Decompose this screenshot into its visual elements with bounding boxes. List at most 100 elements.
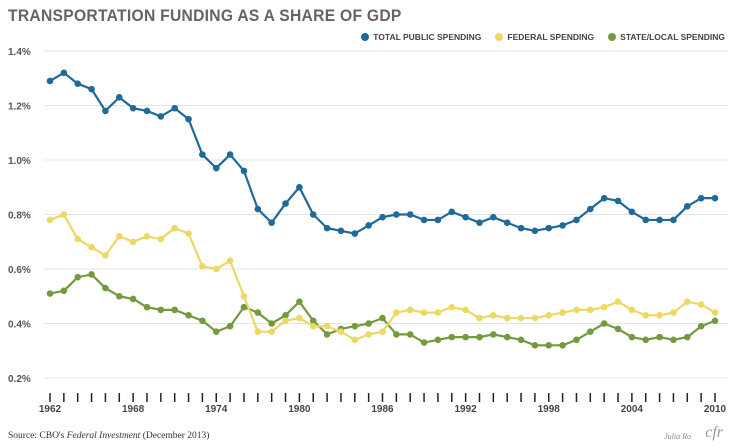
data-point <box>587 205 594 213</box>
data-point <box>226 322 234 330</box>
y-tick-label: 0.4% <box>8 320 31 331</box>
data-point <box>379 314 386 322</box>
data-point <box>683 203 691 210</box>
data-point <box>600 303 608 311</box>
data-point <box>573 306 580 314</box>
data-point <box>60 211 68 218</box>
data-point <box>115 292 123 300</box>
data-point <box>697 194 705 202</box>
data-point <box>614 298 622 306</box>
data-point <box>393 309 400 316</box>
data-point <box>531 314 539 322</box>
data-point <box>296 314 303 322</box>
data-point <box>420 309 428 316</box>
data-point <box>559 222 566 229</box>
data-point <box>351 322 359 330</box>
data-point <box>517 314 525 322</box>
data-point <box>683 333 691 341</box>
data-point <box>476 314 483 322</box>
data-point <box>337 227 345 235</box>
data-point <box>628 333 636 341</box>
legend-label: TOTAL PUBLIC SPENDING <box>373 32 482 42</box>
chart-title: TRANSPORTATION FUNDING AS A SHARE OF GDP <box>8 6 402 25</box>
data-point <box>212 265 220 273</box>
x-tick-label: 1980 <box>288 404 311 415</box>
data-point <box>420 216 428 224</box>
data-point <box>642 336 650 344</box>
data-point <box>296 298 303 306</box>
data-point <box>379 213 386 221</box>
legend-label: STATE/LOCAL SPENDING <box>620 32 725 42</box>
data-point <box>670 309 677 316</box>
data-point <box>365 320 372 327</box>
data-point <box>656 216 663 224</box>
data-point <box>60 287 68 295</box>
x-tick-label: 1992 <box>455 404 478 415</box>
source-note: Source: CBO's Federal Investment (Decemb… <box>8 431 209 441</box>
y-tick-label: 1.4% <box>8 47 31 58</box>
data-point <box>254 205 262 213</box>
data-point <box>448 303 456 311</box>
data-point <box>60 69 68 77</box>
data-point <box>711 194 719 202</box>
legend-marker <box>495 33 504 41</box>
data-point <box>157 113 165 120</box>
data-point <box>462 213 469 221</box>
data-point <box>171 104 178 112</box>
data-point <box>115 94 123 101</box>
data-point <box>476 219 483 226</box>
legend-item-total: TOTAL PUBLIC SPENDING <box>361 32 481 42</box>
data-point <box>46 216 54 224</box>
data-point <box>88 85 95 93</box>
data-point <box>143 233 151 240</box>
x-tick-label: 1986 <box>371 404 394 415</box>
data-point <box>115 233 123 240</box>
data-point <box>365 331 372 338</box>
data-point <box>490 213 497 221</box>
data-point <box>393 331 400 338</box>
data-point <box>282 312 289 319</box>
x-tick-label: 2004 <box>621 404 644 415</box>
data-point <box>74 235 82 243</box>
data-point <box>296 183 303 191</box>
legend-label: FEDERAL SPENDING <box>507 32 595 42</box>
legend-item-state-local: STATE/LOCAL SPENDING <box>608 32 725 42</box>
data-point <box>143 303 151 311</box>
data-point <box>351 230 359 237</box>
data-point <box>573 216 580 224</box>
data-point <box>337 328 345 335</box>
data-point <box>406 211 414 218</box>
data-point <box>683 298 691 306</box>
x-tick-label: 2010 <box>704 404 727 415</box>
data-point <box>74 80 82 87</box>
series-line-0 <box>49 71 715 235</box>
data-point <box>171 306 178 314</box>
data-point <box>697 322 705 330</box>
data-point <box>531 227 539 235</box>
legend-marker <box>608 33 617 41</box>
data-point <box>199 317 206 325</box>
data-point <box>185 230 192 237</box>
data-point <box>587 306 594 314</box>
data-point <box>503 333 511 341</box>
data-point <box>559 309 566 316</box>
data-point <box>545 342 553 349</box>
data-point <box>573 336 580 344</box>
data-point <box>226 257 234 265</box>
data-point <box>309 317 317 325</box>
data-point <box>587 328 594 335</box>
data-point <box>642 312 650 319</box>
data-point <box>670 216 677 224</box>
data-point <box>323 224 331 232</box>
data-point <box>670 336 677 344</box>
data-point <box>240 292 248 300</box>
data-point <box>600 194 608 202</box>
data-point <box>157 306 165 314</box>
data-point <box>434 336 442 344</box>
data-point <box>545 224 553 232</box>
data-point <box>254 328 262 335</box>
data-point <box>420 339 428 346</box>
data-point <box>628 208 636 216</box>
